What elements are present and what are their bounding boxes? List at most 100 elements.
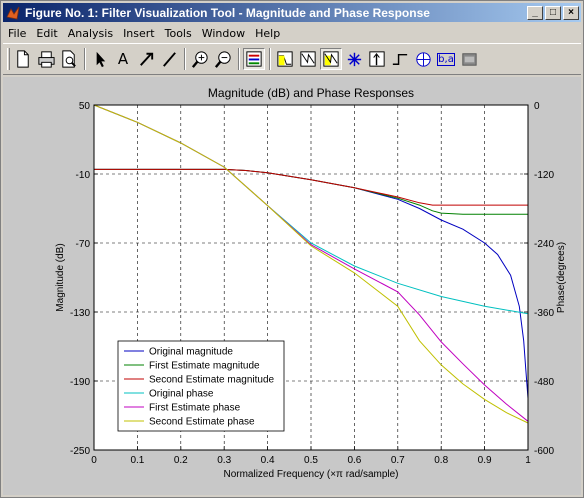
y2-tick-label: -600	[534, 446, 554, 457]
y2-tick-label: -360	[534, 308, 554, 319]
series-line-second-estimate-magnitude	[94, 168, 528, 206]
x-tick-label: 0.2	[174, 455, 188, 466]
chart-title: Magnitude (dB) and Phase Responses	[208, 86, 414, 100]
y-tick-label: -190	[70, 377, 90, 388]
legend-box	[117, 340, 285, 432]
menu-help[interactable]: Help	[255, 26, 281, 40]
menu-analysis[interactable]: Analysis	[67, 26, 114, 40]
select-arrow-button[interactable]	[89, 48, 111, 70]
insert-line-icon	[163, 52, 176, 67]
series-line-second-estimate-phase	[93, 104, 529, 424]
zoom-out-button[interactable]	[212, 48, 234, 70]
print-button[interactable]	[35, 48, 57, 70]
filter-info-button[interactable]	[458, 48, 480, 70]
plot-frame	[93, 104, 529, 451]
x-tick-label: 0.5	[304, 455, 318, 466]
filter-coefficients-button[interactable]: b,a	[435, 48, 457, 70]
magnitude-phase-icon	[323, 51, 339, 67]
insert-text-icon: A	[117, 50, 129, 68]
toolbar-separator	[238, 48, 240, 70]
magnitude-phase-button[interactable]	[320, 48, 342, 70]
maximize-button[interactable]: □	[545, 5, 561, 20]
new-figure-button[interactable]	[12, 48, 34, 70]
menu-bar: File Edit Analysis Insert Tools Window H…	[3, 24, 581, 42]
insert-text-button[interactable]: A	[112, 48, 134, 70]
title-bar[interactable]: Figure No. 1: Filter Visualization Tool …	[3, 3, 581, 22]
step-response-button[interactable]	[389, 48, 411, 70]
x-tick-label: 0.1	[130, 455, 144, 466]
x-tick-label: 0.6	[347, 455, 361, 466]
toolbar-separator	[184, 48, 186, 70]
phase-response-icon	[300, 51, 316, 67]
pole-zero-icon	[416, 52, 431, 67]
magnitude-phase-chart: 0 0.1 0.2 0.3 0.4 0.5 0.6 0.7 0.8 0.9 1 50 -10 -70 -13…	[55, 86, 567, 480]
print-preview-icon	[62, 50, 76, 68]
group-delay-button[interactable]	[343, 48, 365, 70]
minimize-button[interactable]: _	[527, 5, 543, 20]
y2-tick-label: -240	[534, 239, 554, 250]
x-tick-label: 1	[525, 455, 531, 466]
figure-area: 0 0.1 0.2 0.3 0.4 0.5 0.6 0.7 0.8 0.9 1 50 -10 -70 -13…	[3, 77, 581, 495]
phase-response-button[interactable]	[297, 48, 319, 70]
x-axis-label: Normalized Frequency (×π rad/sample)	[223, 469, 398, 480]
magnitude-response-icon	[277, 51, 293, 67]
matlab-logo-icon	[6, 6, 20, 19]
x-tick-label: 0.7	[391, 455, 405, 466]
y2-tick-label: -120	[534, 170, 554, 181]
x-tick-label: 0	[91, 455, 97, 466]
filter-specs-button[interactable]	[243, 48, 265, 70]
x-tick-label: 0.3	[217, 455, 231, 466]
impulse-response-button[interactable]	[366, 48, 388, 70]
magnitude-response-button[interactable]	[274, 48, 296, 70]
y-tick-label: -10	[76, 170, 91, 181]
group-delay-icon	[347, 52, 362, 67]
menu-window[interactable]: Window	[201, 26, 246, 40]
menu-tools[interactable]: Tools	[164, 26, 192, 40]
select-arrow-icon	[96, 51, 106, 68]
y2-tick-label: -480	[534, 377, 554, 388]
insert-arrow-icon	[140, 52, 154, 66]
y-tick-label: -70	[76, 239, 91, 250]
insert-arrow-button[interactable]	[135, 48, 157, 70]
close-icon: ×	[568, 7, 574, 18]
zoom-out-icon	[214, 51, 231, 68]
filter-specs-icon	[246, 51, 262, 67]
minimize-icon: _	[532, 7, 538, 18]
x-tick-label: 0.4	[261, 455, 275, 466]
y2-axis-label: Phase(degrees)	[556, 242, 567, 313]
menu-insert[interactable]: Insert	[123, 26, 155, 40]
window-title: Figure No. 1: Filter Visualization Tool …	[25, 5, 430, 20]
insert-line-button[interactable]	[158, 48, 180, 70]
toolbar-separator	[84, 48, 86, 70]
y-tick-label: -250	[70, 446, 90, 457]
filter-coefficients-icon: b,a	[437, 52, 455, 66]
menu-file[interactable]: File	[8, 26, 27, 40]
y-tick-label: 50	[79, 101, 91, 112]
legend-entry: Original magnitude	[149, 347, 233, 358]
new-figure-icon	[17, 50, 29, 68]
y2-tick-label: 0	[534, 101, 540, 112]
toolbar-separator	[269, 48, 271, 70]
print-preview-button[interactable]	[58, 48, 80, 70]
print-icon	[38, 51, 55, 68]
close-button[interactable]: ×	[563, 5, 579, 20]
y-tick-label: -130	[70, 308, 90, 319]
maximize-icon: □	[549, 7, 557, 18]
legend-entry: Second Estimate phase	[149, 417, 255, 428]
y-axis-label: Magnitude (dB)	[55, 243, 66, 311]
legend-entry: Second Estimate magnitude	[149, 375, 275, 386]
legend-entry: Original phase	[149, 389, 214, 400]
filter-info-icon	[462, 53, 477, 66]
impulse-response-icon	[369, 51, 385, 67]
toolbar-grip	[7, 48, 10, 70]
legend-entry: First Estimate magnitude	[149, 361, 260, 372]
step-response-icon	[392, 54, 408, 65]
menu-edit[interactable]: Edit	[36, 26, 58, 40]
x-tick-label: 0.9	[478, 455, 492, 466]
pole-zero-button[interactable]	[412, 48, 434, 70]
legend-entry: First Estimate phase	[149, 403, 241, 414]
zoom-in-button[interactable]	[189, 48, 211, 70]
x-tick-label: 0.8	[434, 455, 448, 466]
